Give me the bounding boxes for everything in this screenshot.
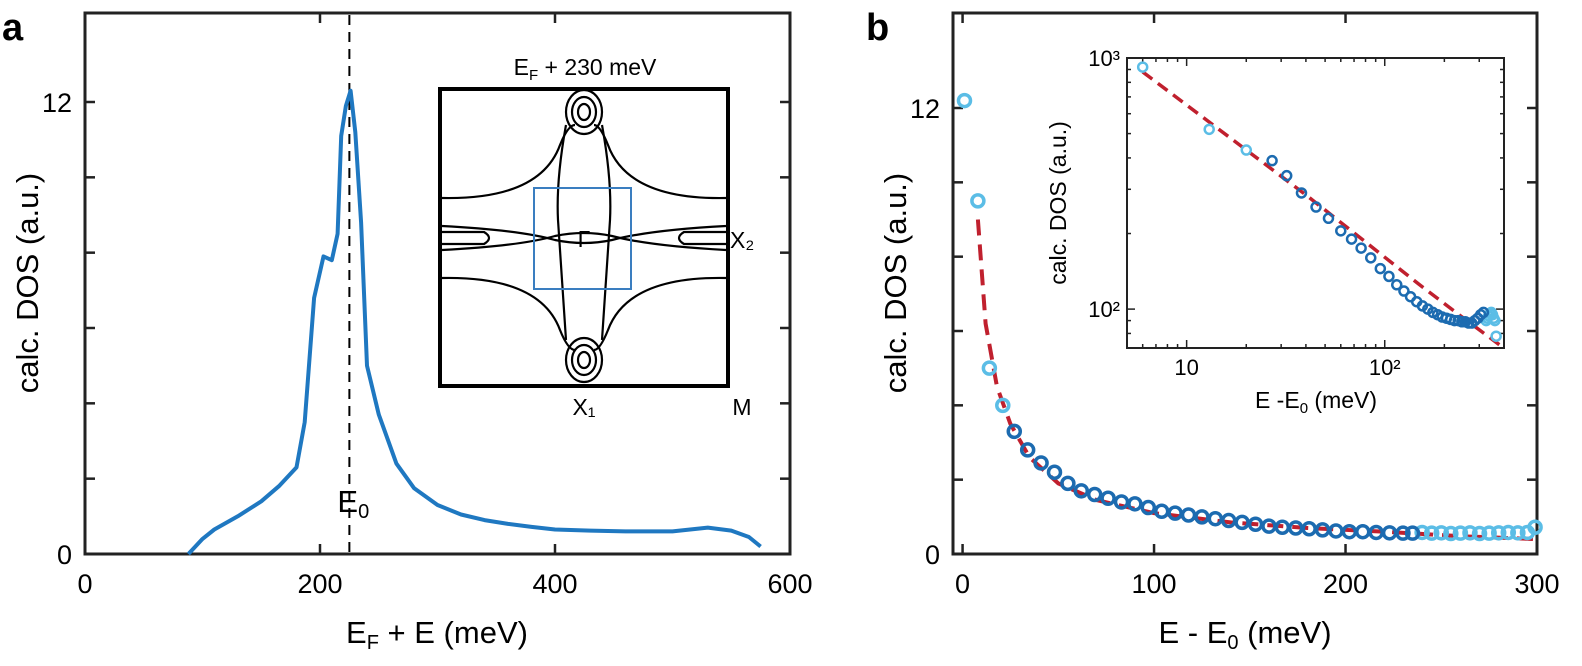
panel-letter-b: b: [866, 7, 889, 49]
dos-point: [1500, 524, 1517, 541]
dos-point: [1019, 442, 1036, 458]
fermi-contours: [441, 88, 727, 384]
inset-xtick-label: 10²: [1369, 355, 1401, 380]
dos-point: [1490, 525, 1507, 541]
panel-a-xtick-label: 0: [77, 569, 92, 599]
inset-dos-point: [1391, 279, 1403, 291]
inset-xlabel: E -E0 (meV): [1255, 387, 1377, 417]
panel-b-ytick-label: 12: [910, 94, 940, 124]
m-label: M: [732, 394, 751, 420]
inset-dos-point: [1489, 314, 1501, 327]
dos-point: [956, 92, 973, 109]
inset-dos-point: [1136, 61, 1149, 73]
dos-point: [1073, 483, 1090, 499]
inset-dos-point: [1398, 285, 1410, 297]
gamma-label: Γ: [578, 226, 591, 252]
panel-a-frame: [83, 11, 792, 556]
bz-zone-box: [533, 187, 632, 290]
inset-dos-point: [1322, 212, 1335, 225]
dos-point: [1462, 525, 1478, 541]
panel-b-xtick-label: 100: [1132, 569, 1177, 599]
panel-b-xtick-label: 300: [1514, 569, 1559, 599]
dos-point: [1481, 525, 1497, 541]
inset-ytick-label: 10²: [1088, 297, 1120, 322]
dos-point: [1414, 524, 1430, 541]
panel-b-xtick-label: 0: [955, 569, 970, 599]
dos-point: [1510, 525, 1526, 541]
dos-point: [1100, 490, 1116, 506]
e0-label: E0: [337, 484, 369, 523]
dos-point: [1471, 525, 1488, 542]
inset-fit-curve: [1141, 70, 1501, 347]
panel-a-chart: 0 200 400 600 0 12 E0 EF + E (meV) calc. DOS …: [10, 11, 813, 654]
inset-title: EF + 230 meV: [514, 54, 657, 84]
panel-a-ylabel: calc. DOS (a.u.): [10, 173, 45, 394]
inset-dos-point: [1383, 270, 1395, 283]
dos-point: [1443, 525, 1459, 542]
dos-point: [1180, 507, 1197, 523]
inset-dos-point: [1490, 330, 1502, 342]
dos-point: [1140, 499, 1157, 516]
inset-dos-point: [1448, 314, 1461, 327]
loglog-inset: 10 10² 10² 10³ E -E0 (meV) calc. DOS (a.u.): [1045, 46, 1505, 417]
inset-dos-point: [1477, 306, 1490, 319]
dos-point: [1006, 423, 1023, 440]
inset-dos-point: [1345, 233, 1358, 245]
x1-label: X₁: [572, 394, 595, 420]
inset-dos-point: [1355, 242, 1367, 254]
panel-a-xlabel: EF + E (meV): [346, 615, 528, 654]
inset-ylabel: calc. DOS (a.u.): [1045, 121, 1071, 285]
inset-dos-point: [1310, 201, 1322, 213]
panel-a-ytick-label: 12: [42, 88, 72, 118]
panel-a-ytick-label: 0: [57, 540, 72, 570]
panel-a-xtick-label: 600: [767, 569, 812, 599]
inset-dos-point: [1365, 252, 1377, 264]
dos-point: [1404, 525, 1421, 541]
panel-letter-a: a: [2, 7, 24, 49]
dos-point: [1355, 523, 1371, 540]
panel-a-xtick-label: 200: [297, 569, 342, 599]
dos-point: [995, 397, 1011, 414]
inset-dos-point: [1240, 144, 1253, 156]
dos-point: [1086, 486, 1103, 503]
panel-b-ytick-label: 0: [925, 540, 940, 570]
panel-b-chart: 0 100 200 300 0 12 E - E0 (meV) calc. DOS (a.…: [878, 11, 1560, 654]
inset-dos-point: [1335, 225, 1347, 237]
fermi-surface-inset: EF + 230 meV: [438, 54, 754, 420]
x2-label: X₂: [730, 227, 754, 253]
dos-point: [1153, 503, 1170, 520]
dos-point: [970, 193, 986, 209]
panel-b-frame: [951, 11, 1539, 556]
panel-b-ylabel: calc. DOS (a.u.): [878, 173, 913, 394]
dos-series-line: [186, 88, 762, 556]
inset-dos-point: [1280, 169, 1293, 182]
dos-point: [1433, 525, 1450, 541]
panel-b-xlabel: E - E0 (meV): [1158, 615, 1331, 654]
inset-dos-point: [1203, 123, 1215, 136]
dos-point: [1423, 525, 1440, 541]
dos-point: [1452, 525, 1469, 541]
dos-point: [1207, 510, 1224, 527]
dos-point: [1527, 519, 1543, 535]
dos-point: [1046, 464, 1063, 480]
panel-b-xtick-label: 200: [1323, 569, 1368, 599]
dos-point: [1060, 475, 1076, 492]
inset-ytick-label: 10³: [1088, 46, 1120, 71]
inset-dos-point: [1266, 154, 1278, 167]
dos-point: [1033, 455, 1049, 471]
inset-dos-point: [1374, 262, 1387, 275]
inset-dos-point: [1295, 187, 1308, 199]
dos-point: [1395, 525, 1411, 541]
dos-point: [981, 360, 998, 376]
panel-a-xtick-label: 400: [532, 569, 577, 599]
inset-xtick-label: 10: [1174, 355, 1198, 380]
dos-point: [1127, 496, 1143, 512]
